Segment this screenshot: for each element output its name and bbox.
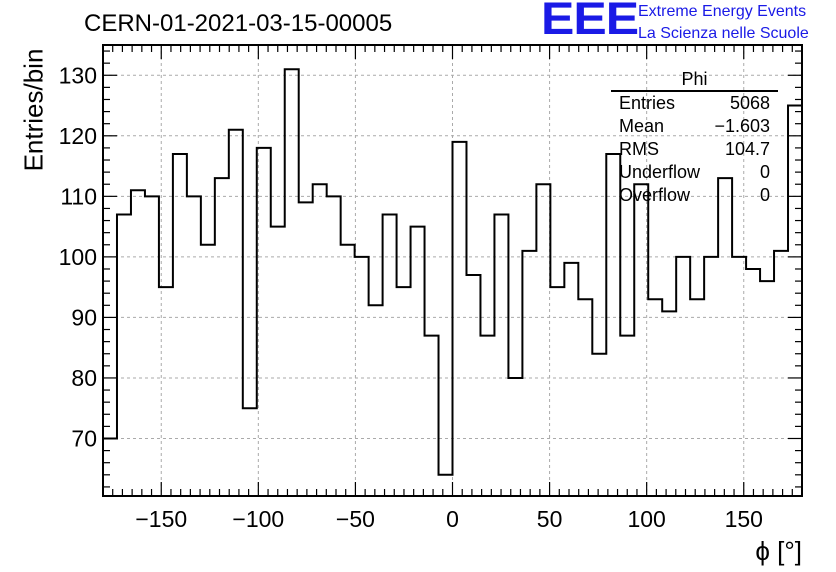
histogram-bin (634, 184, 648, 496)
x-tick-label: 100 (627, 506, 665, 532)
stats-row-underflow: Underflow 0 (611, 161, 778, 184)
logo-caption-line1: Extreme Energy Events (638, 3, 807, 20)
histogram-bin (718, 178, 732, 496)
histogram-bin (369, 305, 383, 496)
stats-label: Underflow (619, 162, 701, 182)
histogram-bin (397, 287, 411, 496)
stats-label: RMS (619, 139, 659, 159)
histogram-bin (271, 227, 285, 496)
y-tick-label: 100 (59, 244, 97, 270)
histogram-bin (480, 336, 494, 496)
x-tick-label: 150 (725, 506, 763, 532)
y-tick-label: 80 (71, 365, 97, 391)
x-tick-label: 50 (537, 506, 563, 532)
histogram-bin (159, 287, 173, 496)
histogram-bin (131, 190, 145, 496)
histogram-bin (453, 142, 467, 496)
histogram-bin (522, 251, 536, 496)
x-axis-label: ϕ [°] (755, 536, 802, 566)
x-tick-label: −100 (232, 506, 284, 532)
histogram-bin (439, 475, 453, 496)
histogram-bin (550, 287, 564, 496)
chart-title: CERN-01-2021-03-15-00005 (84, 10, 393, 37)
stats-label: Overflow (619, 185, 691, 205)
stats-label: Entries (619, 93, 676, 113)
histogram-bin (215, 178, 229, 496)
histogram-bin (201, 245, 215, 496)
stats-value: 0 (759, 185, 770, 205)
histogram-bin (187, 196, 201, 496)
histogram-bin (145, 196, 159, 496)
histogram-bin (620, 336, 634, 496)
histogram-bin (690, 299, 704, 496)
x-tick-label: −150 (135, 506, 187, 532)
histogram-bin (229, 130, 243, 496)
histogram-bin (564, 263, 578, 496)
y-tick-label: 130 (59, 62, 97, 88)
eee-logo: EEE (541, 0, 639, 44)
stats-label: Mean (619, 116, 665, 136)
stats-row-entries: Entries 5068 (611, 92, 778, 115)
y-tick-label: 120 (59, 123, 97, 149)
histogram-outline (103, 68, 802, 476)
histogram-bin (243, 408, 257, 496)
stats-value: 0 (759, 162, 770, 182)
histogram-bin (774, 251, 788, 496)
histogram-bin (508, 378, 522, 496)
histogram-bin (257, 148, 271, 496)
stats-value: −1.603 (714, 116, 770, 136)
y-tick-label: 70 (71, 425, 97, 451)
histogram-bin (662, 311, 676, 496)
y-tick-label: 90 (71, 304, 97, 330)
histogram-bin (425, 336, 439, 496)
histogram-bin (299, 202, 313, 496)
histogram-bin (313, 184, 327, 496)
histogram-bin (327, 196, 341, 496)
histogram-bin (536, 184, 550, 496)
histogram-bin (578, 299, 592, 496)
histogram-bin (648, 299, 662, 496)
stats-title: Phi (611, 68, 778, 92)
histogram-bin (704, 257, 718, 496)
y-axis-label: Entries/bin (18, 48, 49, 172)
histogram-bin (760, 281, 774, 496)
y-tick-label: 110 (60, 183, 97, 209)
histogram-bin (411, 227, 425, 496)
logo-caption-line2: La Scienza nelle Scuole (638, 25, 809, 42)
histogram-bin (383, 215, 397, 496)
histogram-bin (355, 257, 369, 496)
histogram-bin (788, 106, 802, 496)
histogram-bin (285, 69, 299, 496)
stats-row-rms: RMS 104.7 (611, 138, 778, 161)
stats-box: Phi Entries 5068 Mean −1.603 RMS 104.7 U… (611, 68, 778, 207)
stats-row-mean: Mean −1.603 (611, 115, 778, 138)
histogram-bin (466, 275, 480, 496)
stats-value: 104.7 (724, 139, 770, 159)
histogram-bin (676, 257, 690, 496)
stats-value: 5068 (729, 93, 770, 113)
histogram-bin (592, 354, 606, 496)
histogram-bin (341, 245, 355, 496)
stats-row-overflow: Overflow 0 (611, 184, 778, 207)
x-tick-label: 0 (446, 506, 459, 532)
histogram-bin (746, 269, 760, 496)
histogram-bin (173, 154, 187, 496)
x-tick-label: −50 (336, 506, 375, 532)
